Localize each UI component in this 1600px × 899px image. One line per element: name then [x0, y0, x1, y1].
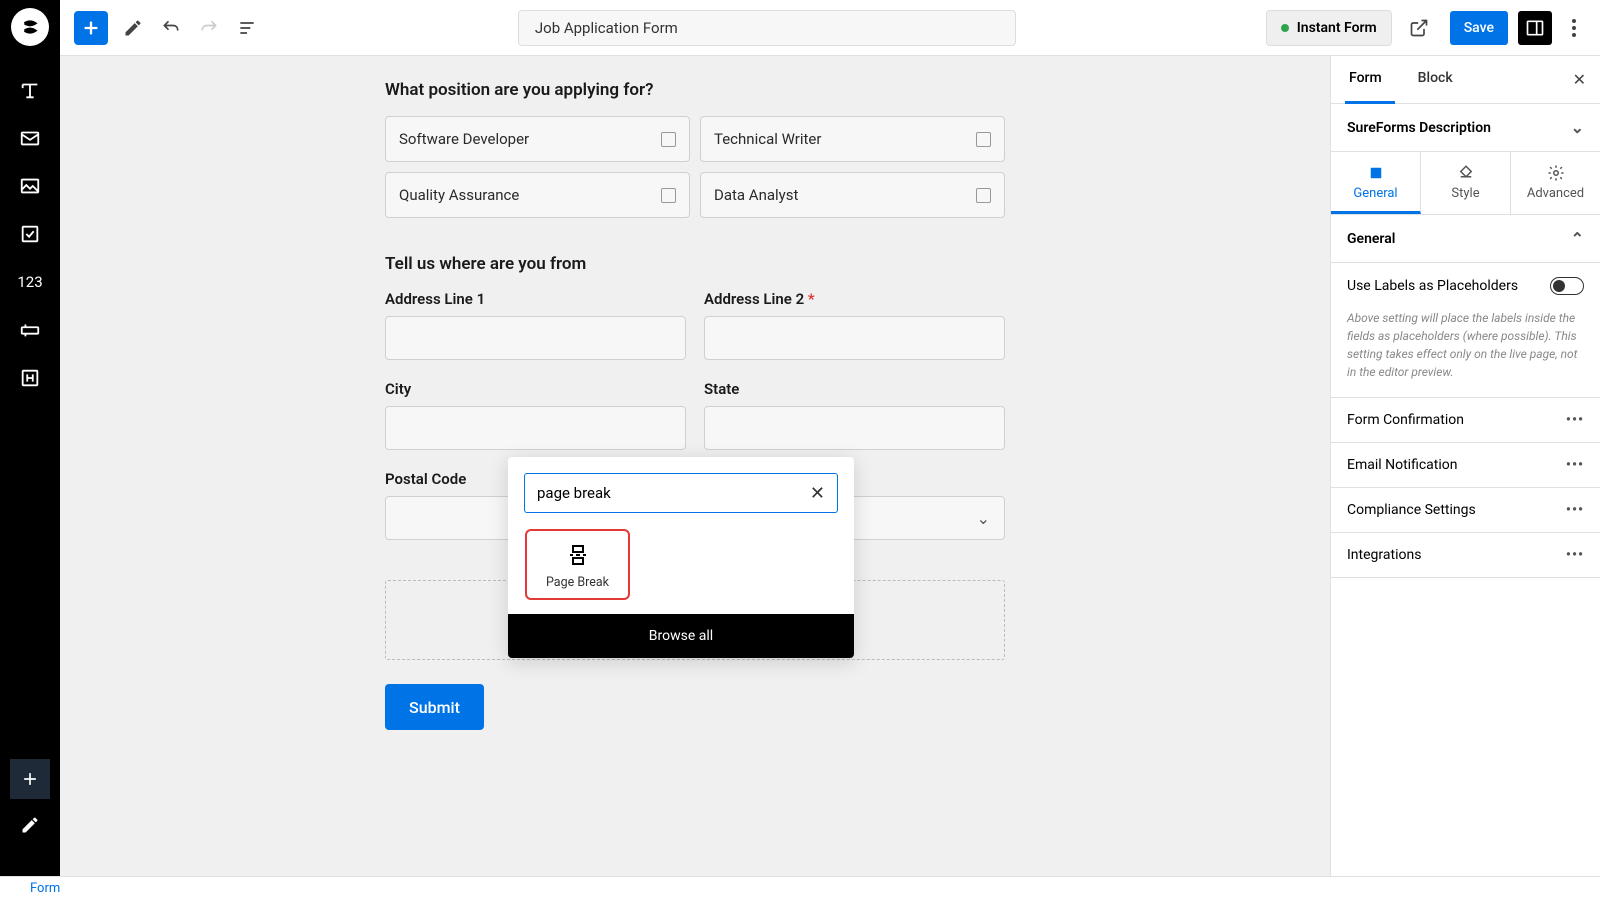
option-quality-assurance[interactable]: Quality Assurance [385, 172, 690, 218]
clear-icon[interactable]: ✕ [810, 483, 825, 504]
subtab-general[interactable]: General [1331, 152, 1421, 214]
subtab-style[interactable]: Style [1421, 152, 1511, 214]
chevron-down-icon: ⌄ [1571, 118, 1584, 137]
editor-canvas: What position are you applying for? Soft… [60, 56, 1330, 876]
chevron-up-icon: ⌃ [1571, 229, 1584, 248]
app-logo[interactable] [11, 8, 49, 46]
block-inserter-popup: ✕ Page Break Browse all [508, 457, 854, 658]
more-icon[interactable]: ••• [1566, 412, 1584, 428]
input-icon[interactable] [10, 310, 50, 350]
external-link-icon[interactable] [1402, 11, 1436, 45]
heading-icon[interactable] [10, 358, 50, 398]
add-field-button[interactable] [10, 759, 50, 799]
redo-icon[interactable] [192, 11, 226, 45]
more-icon[interactable]: ••• [1566, 502, 1584, 518]
text-icon[interactable] [10, 70, 50, 110]
topbar: Job Application Form Instant Form Save [60, 0, 1600, 56]
form-title-input[interactable]: Job Application Form [518, 10, 1016, 46]
submit-button[interactable]: Submit [385, 684, 484, 730]
inserter-search-input[interactable] [537, 484, 810, 502]
edit-icon[interactable] [10, 805, 50, 845]
toggle-switch[interactable] [1550, 277, 1584, 295]
number-icon[interactable]: 123 [10, 262, 50, 302]
close-panel-icon[interactable]: ✕ [1559, 56, 1600, 103]
question-label: Tell us where are you from [385, 254, 1005, 274]
list-view-icon[interactable] [230, 11, 264, 45]
panel-section-compliance[interactable]: Compliance Settings••• [1331, 488, 1600, 533]
add-block-button[interactable] [74, 11, 108, 45]
browse-all-button[interactable]: Browse all [508, 614, 854, 658]
tab-block[interactable]: Block [1400, 56, 1471, 103]
tab-form[interactable]: Form [1331, 56, 1400, 103]
city-input[interactable] [385, 406, 686, 450]
field-label: City [385, 380, 686, 398]
save-button[interactable]: Save [1450, 11, 1508, 45]
question-label: What position are you applying for? [385, 80, 1005, 100]
panel-section-description[interactable]: SureForms Description⌄ [1331, 104, 1600, 152]
panel-section-confirmation[interactable]: Form Confirmation••• [1331, 398, 1600, 443]
block-result-page-break[interactable]: Page Break [525, 529, 630, 600]
left-sidebar: 123 [0, 0, 60, 899]
address2-input[interactable] [704, 316, 1005, 360]
option-software-developer[interactable]: Software Developer [385, 116, 690, 162]
page-break-icon [566, 543, 590, 567]
toggle-labels-placeholders[interactable]: Use Labels as Placeholders [1331, 263, 1600, 309]
settings-panel: Form Block ✕ SureForms Description⌄ Gene… [1330, 56, 1600, 876]
help-text: Above setting will place the labels insi… [1331, 309, 1600, 398]
more-icon[interactable]: ••• [1566, 547, 1584, 563]
breadcrumb-form[interactable]: Form [30, 881, 60, 896]
panel-section-integrations[interactable]: Integrations••• [1331, 533, 1600, 578]
chevron-down-icon: ⌄ [977, 509, 990, 528]
address1-input[interactable] [385, 316, 686, 360]
option-data-analyst[interactable]: Data Analyst [700, 172, 1005, 218]
panel-section-general[interactable]: General⌃ [1331, 215, 1600, 263]
more-icon[interactable]: ••• [1566, 457, 1584, 473]
field-label: Address Line 2 * [704, 290, 1005, 308]
option-technical-writer[interactable]: Technical Writer [700, 116, 1005, 162]
status-dot [1281, 24, 1289, 32]
subtab-advanced[interactable]: Advanced [1511, 152, 1600, 214]
inserter-search[interactable]: ✕ [524, 473, 838, 513]
bottom-breadcrumb: Form [0, 876, 1600, 899]
instant-form-button[interactable]: Instant Form [1266, 10, 1392, 46]
undo-icon[interactable] [154, 11, 188, 45]
mail-icon[interactable] [10, 118, 50, 158]
pencil-icon[interactable] [116, 11, 150, 45]
field-label: Address Line 1 [385, 290, 686, 308]
more-menu-icon[interactable] [1562, 19, 1586, 37]
field-label: State [704, 380, 1005, 398]
panel-toggle-button[interactable] [1518, 11, 1552, 45]
panel-section-email[interactable]: Email Notification••• [1331, 443, 1600, 488]
image-icon[interactable] [10, 166, 50, 206]
state-input[interactable] [704, 406, 1005, 450]
checkbox-icon[interactable] [10, 214, 50, 254]
